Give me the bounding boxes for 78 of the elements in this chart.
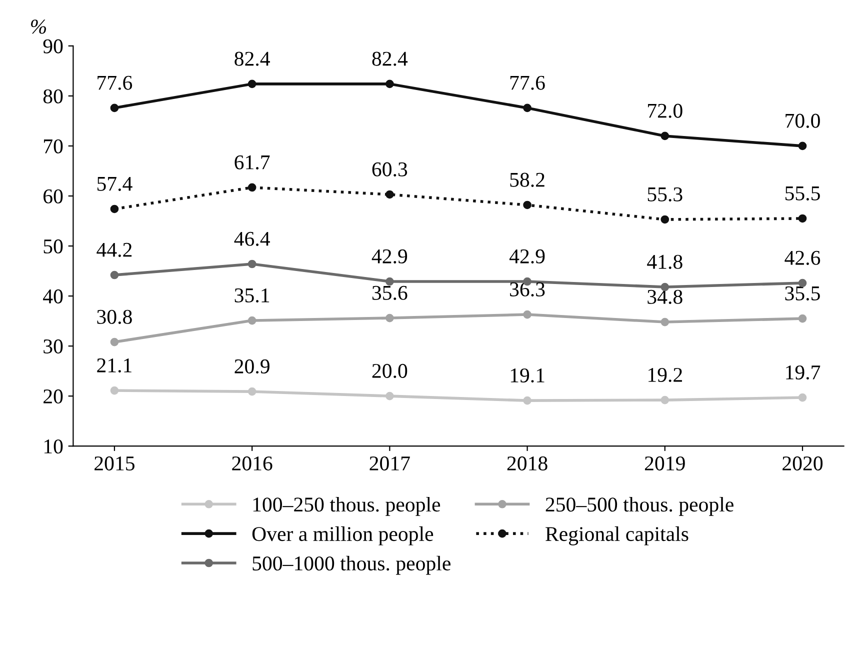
legend-label: 100–250 thous. people — [253, 496, 440, 516]
x-tick-label: 2016 — [232, 456, 272, 470]
point — [386, 190, 394, 199]
y-axis-title: % — [31, 20, 46, 34]
data-label: 35.1 — [234, 288, 270, 302]
data-label: 55.3 — [648, 187, 682, 202]
point — [248, 316, 256, 325]
data-label: 61.7 — [234, 155, 270, 170]
legend-label: Regional capitals — [546, 526, 688, 546]
point — [248, 183, 256, 192]
point — [386, 392, 394, 400]
data-label: 20.9 — [234, 359, 270, 374]
point — [523, 200, 532, 210]
data-label: 42.9 — [509, 249, 545, 264]
data-label: 44.2 — [96, 242, 132, 257]
x-tick-label: 2018 — [507, 456, 548, 470]
point — [523, 396, 532, 405]
legend-label: 250–500 thous. people — [546, 496, 734, 516]
point — [660, 215, 670, 224]
data-label: 77.6 — [98, 76, 132, 90]
point — [110, 270, 119, 280]
data-label: 19.1 — [510, 368, 544, 383]
y-tick-label: 80 — [43, 89, 63, 104]
point — [248, 260, 256, 268]
point — [798, 214, 807, 223]
y-tick-label: 50 — [44, 239, 63, 254]
data-label: 35.6 — [372, 286, 408, 300]
point — [110, 204, 119, 214]
data-label: 58.2 — [510, 172, 544, 187]
data-label: 35.5 — [785, 286, 820, 300]
data-label: 41.8 — [647, 254, 682, 269]
y-tick-label: 10 — [44, 439, 63, 454]
data-label: 70.0 — [786, 114, 820, 128]
data-label: 21.1 — [97, 358, 132, 373]
point — [386, 314, 394, 322]
data-label: 55.5 — [785, 186, 820, 200]
data-label: 20.0 — [372, 364, 408, 378]
point — [110, 386, 119, 395]
point — [386, 80, 394, 88]
data-label: 42.9 — [372, 249, 408, 264]
y-tick-label: 30 — [44, 339, 63, 354]
point — [798, 393, 807, 402]
data-label: 57.4 — [97, 176, 132, 191]
data-label: 36.3 — [510, 282, 545, 296]
point — [386, 277, 394, 286]
point — [660, 396, 670, 404]
legend-label: Over a million people — [252, 526, 434, 546]
data-label: 42.6 — [784, 250, 820, 265]
data-label: 30.8 — [97, 310, 132, 324]
data-label: 34.8 — [648, 290, 682, 304]
point — [110, 338, 119, 346]
point — [660, 318, 670, 326]
point — [523, 104, 532, 112]
y-tick-label: 90 — [43, 39, 63, 54]
legend-label: 500–1000 thous. people — [252, 556, 450, 575]
data-label: 77.6 — [510, 76, 545, 90]
y-tick-label: 60 — [44, 189, 63, 204]
x-tick-label: 2017 — [370, 456, 410, 470]
y-tick-label: 40 — [43, 289, 63, 304]
point — [248, 80, 256, 88]
data-label: 82.4 — [372, 52, 408, 66]
point — [523, 310, 532, 319]
data-label: 72.0 — [648, 104, 682, 118]
x-tick-label: 2019 — [644, 456, 685, 470]
x-tick-label: 2015 — [94, 456, 134, 470]
data-label: 19.2 — [648, 368, 682, 382]
point — [798, 142, 807, 150]
y-tick-label: 20 — [44, 389, 63, 404]
x-tick-label: 2020 — [782, 456, 823, 470]
data-label: 46.4 — [234, 232, 270, 246]
point — [660, 132, 670, 140]
point — [248, 387, 256, 396]
data-label: 82.4 — [234, 52, 270, 66]
data-label: 19.7 — [786, 365, 820, 380]
point — [798, 314, 807, 323]
y-tick-label: 70 — [44, 139, 63, 154]
data-label: 60.3 — [372, 162, 408, 176]
point — [110, 104, 119, 112]
